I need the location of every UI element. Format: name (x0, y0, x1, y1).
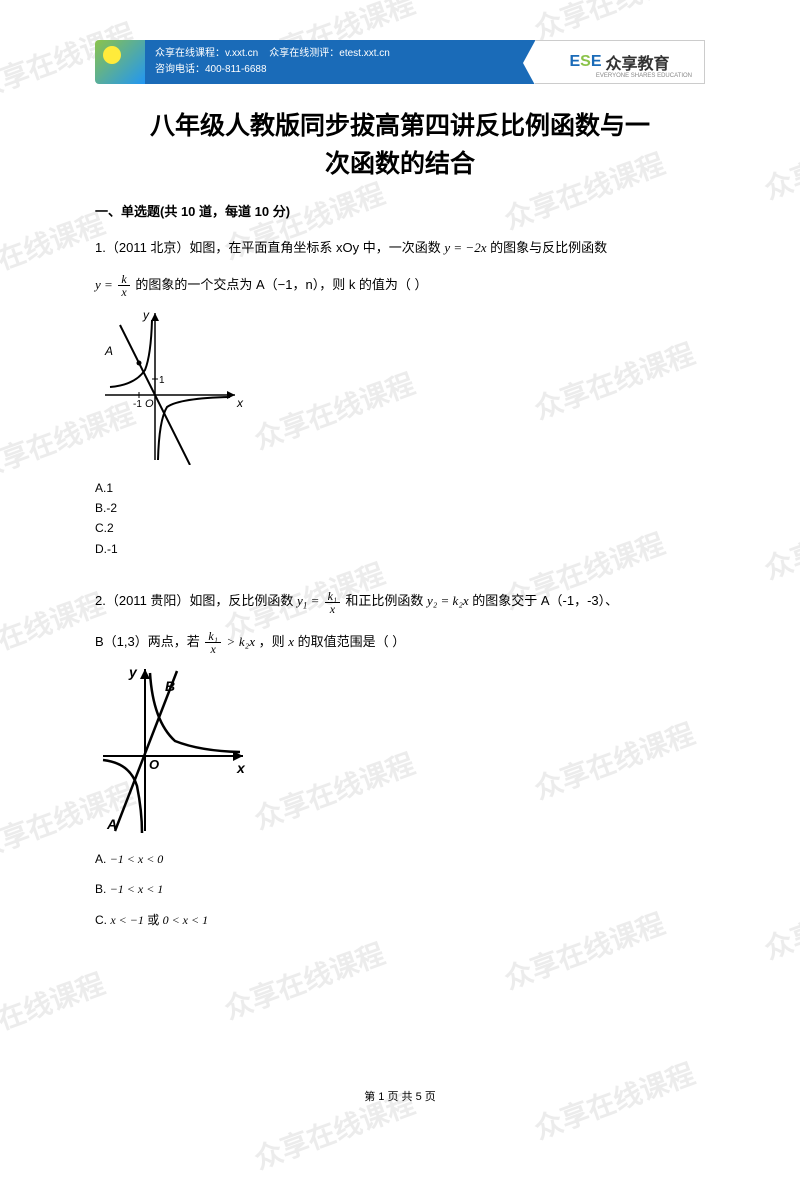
q1-graph-svg: x y O -1 1 A (95, 305, 245, 465)
q2-eq1-num: k₁ (325, 590, 341, 603)
q1-prefix: 1.（2011 北京）如图，在平面直角坐标系 xOy 中，一次函数 (95, 240, 441, 255)
q1-graph: x y O -1 1 A (95, 305, 705, 470)
banner-test-url: etest.xxt.cn (339, 48, 390, 59)
q1-text-line2: y = k x 的图象的一个交点为 A（−1，n），则 k 的值为（ ） (95, 271, 705, 298)
q2-optB-label: B. (95, 882, 106, 896)
title-line1: 八年级人教版同步拔高第四讲反比例函数与一 (95, 108, 705, 146)
q2-text-line1: 2.（2011 贵阳）如图，反比例函数 y1 = k₁ x 和正比例函数 y₂ … (95, 587, 705, 615)
svg-text:A: A (104, 344, 113, 358)
q2-text-line2: B（1,3）两点，若 k₁ x > k₂x ，则 x 的取值范围是（ ） (95, 628, 705, 655)
banner-phone: 400-811-6688 (205, 64, 267, 75)
q2-eq1: y1 = k₁ x (297, 593, 345, 608)
q2-line2c: 的取值范围是（ ） (298, 634, 406, 649)
banner-logo-graphic (95, 40, 145, 84)
banner-phone-label: 咨询电话： (155, 64, 205, 75)
q2-line2a: B（1,3）两点，若 (95, 634, 200, 649)
section-heading: 一、单选题(共 10 道，每道 10 分) (95, 201, 705, 220)
q2-optC-math-a: x < −1 (110, 913, 144, 927)
svg-text:x: x (236, 760, 246, 776)
svg-text:y: y (142, 308, 150, 322)
q2-ineq-frac: k₁ x (205, 630, 221, 655)
q2-option-a: A. −1 < x < 0 (95, 849, 705, 869)
q1-eq2-lhs: y = (95, 277, 113, 292)
svg-text:B: B (165, 678, 175, 694)
svg-text:1: 1 (159, 375, 165, 386)
banner-course-label: 众享在线课程： (155, 48, 225, 59)
q1-text-line1: 1.（2011 北京）如图，在平面直角坐标系 xOy 中，一次函数 y = −2… (95, 234, 705, 261)
q2-optC-or: 或 (147, 913, 159, 927)
title-line2: 次函数的结合 (95, 146, 705, 184)
q1-eq2-frac: k x (118, 273, 129, 298)
q2-ineq-rhs: k₂x (239, 634, 255, 649)
q1-option-d: D.-1 (95, 539, 705, 559)
q2-eq1-frac: k₁ x (325, 590, 341, 615)
q1-options: A.1 B.-2 C.2 D.-1 (95, 478, 705, 560)
q2-options: A. −1 < x < 0 B. −1 < x < 1 C. x < −1 或 … (95, 849, 705, 930)
q1-option-a: A.1 (95, 478, 705, 498)
svg-text:x: x (236, 396, 244, 410)
q2-mid1: 和正比例函数 (345, 593, 423, 608)
q2-eq1-den: x (325, 603, 341, 615)
logo-ese: ESE (569, 53, 601, 71)
page-title: 八年级人教版同步拔高第四讲反比例函数与一 次函数的结合 (95, 108, 705, 183)
logo-sub: EVERYONE SHARES EDUCATION (596, 73, 692, 79)
banner-line1: 众享在线课程：v.xxt.cn 众享在线测评：etest.xxt.cn (155, 46, 535, 62)
q2-eq2: y₂ = k₂x (427, 593, 469, 608)
q2-graph-svg: x y O B A (95, 661, 250, 836)
svg-text:O: O (149, 757, 159, 772)
q1-option-c: C.2 (95, 518, 705, 538)
q1-eq2-den: x (118, 286, 129, 298)
banner-course-url: v.xxt.cn (225, 48, 258, 59)
q2-prefix: 2.（2011 贵阳）如图，反比例函数 (95, 593, 293, 608)
svg-text:-1: -1 (133, 399, 142, 410)
q2-graph: x y O B A (95, 661, 705, 841)
banner-line2: 咨询电话：400-811-6688 (155, 62, 535, 78)
header-banner: 众享在线课程：v.xxt.cn 众享在线测评：etest.xxt.cn 咨询电话… (95, 40, 705, 84)
svg-text:y: y (128, 664, 138, 680)
page-footer: 第 1 页 共 5 页 (0, 1088, 800, 1104)
svg-text:O: O (145, 398, 154, 410)
q2-mid2: 的图象交于 A（-1，-3）、 (472, 593, 618, 608)
q2-optC-label: C. (95, 913, 107, 927)
q1-eq1: y = −2x (444, 240, 486, 255)
q1-option-b: B.-2 (95, 498, 705, 518)
q2-optA-label: A. (95, 852, 106, 866)
logo-cn: 众享教育 (606, 50, 670, 74)
banner-logo-right: ESE 众享教育 EVERYONE SHARES EDUCATION (535, 40, 705, 84)
q1-mid1: 的图象与反比例函数 (490, 240, 607, 255)
q2-ineq-num: k₁ (205, 630, 221, 643)
q2-optA-math: −1 < x < 0 (110, 852, 164, 866)
q2-line2b: ，则 (259, 634, 285, 649)
svg-text:A: A (106, 816, 117, 832)
q2-xvar: x (288, 634, 294, 649)
banner-test-label: 众享在线测评： (269, 48, 339, 59)
banner-text: 众享在线课程：v.xxt.cn 众享在线测评：etest.xxt.cn 咨询电话… (145, 40, 535, 84)
q1-mid2: 的图象的一个交点为 A（−1，n），则 k 的值为（ ） (135, 277, 427, 292)
q2-ineq-op: > (227, 634, 236, 649)
q2-option-b: B. −1 < x < 1 (95, 879, 705, 899)
page-content: 众享在线课程：v.xxt.cn 众享在线测评：etest.xxt.cn 咨询电话… (0, 0, 800, 930)
q2-ineq-den: x (205, 643, 221, 655)
q2-eq1-sub: 1 (303, 601, 308, 611)
q2-optB-math: −1 < x < 1 (110, 882, 164, 896)
q2-optC-math-b: 0 < x < 1 (163, 913, 209, 927)
q2-option-c: C. x < −1 或 0 < x < 1 (95, 910, 705, 930)
